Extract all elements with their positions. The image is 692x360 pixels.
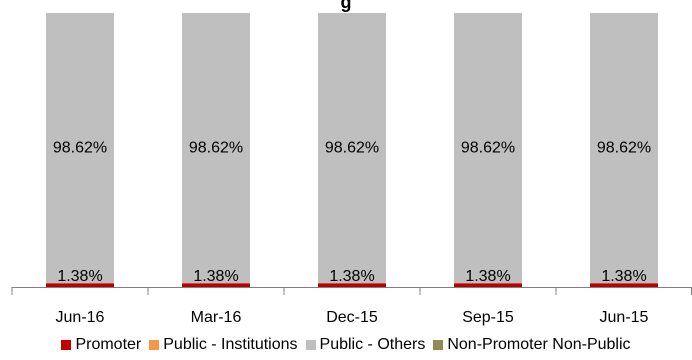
x-tick-label-0: Jun-16 <box>56 309 105 326</box>
data-label-public-others-4: 98.62% <box>597 139 651 156</box>
bar-public-others-0 <box>46 13 114 284</box>
legend-label: Public - Others <box>319 336 426 353</box>
data-label-promoter-0: 1.38% <box>57 268 102 285</box>
bar-public-others-3 <box>454 13 522 284</box>
legend-swatch <box>305 340 316 350</box>
bar-promoter-1 <box>182 283 250 287</box>
bars-layer: 1.38% 98.62% 1.38% 98.62% 1.38% 98.62% 1.38% 98… <box>46 13 658 287</box>
bar-promoter-0 <box>46 283 114 287</box>
bar-public-others-4 <box>590 13 658 284</box>
data-label-public-others-2: 98.62% <box>325 139 379 156</box>
x-tick-label-3: Sep-15 <box>462 309 514 326</box>
legend-swatch <box>433 340 444 350</box>
chart-title: g <box>341 0 352 12</box>
data-label-public-others-1: 98.62% <box>189 139 243 156</box>
bar-promoter-3 <box>454 283 522 287</box>
data-label-promoter-1: 1.38% <box>193 268 238 285</box>
legend-label: Promoter <box>75 336 142 353</box>
legend-label: Public - Institutions <box>163 336 298 353</box>
legend-item-promoter: Promoter <box>61 336 141 354</box>
bar-promoter-4 <box>590 283 658 287</box>
legend-item-public-others: Public - Others <box>305 336 426 354</box>
data-label-promoter-3: 1.38% <box>465 268 510 285</box>
x-tick-label-1: Mar-16 <box>191 309 242 326</box>
legend-item-non-promoter-non-public: Non-Promoter Non-Public <box>433 336 631 354</box>
legend: Promoter Public - Institutions Public - Ot… <box>0 336 692 354</box>
data-label-public-others-3: 98.62% <box>461 139 515 156</box>
legend-item-public-institutions: Public - Institutions <box>149 336 298 354</box>
data-label-promoter-4: 1.38% <box>601 268 646 285</box>
legend-swatch <box>149 340 160 350</box>
data-label-public-others-0: 98.62% <box>53 139 107 156</box>
shareholding-chart: g 1.38%98.62%1.38%98.62%1.38%98.62%1.38%… <box>11 0 692 326</box>
x-tick-label-4: Jun-15 <box>600 309 649 326</box>
legend-swatch <box>61 340 72 350</box>
data-label-promoter-2: 1.38% <box>329 268 374 285</box>
x-tick-label-2: Dec-15 <box>326 309 378 326</box>
bar-public-others-2 <box>318 13 386 284</box>
legend-label: Non-Promoter Non-Public <box>447 336 631 353</box>
bar-promoter-2 <box>318 283 386 287</box>
bar-public-others-1 <box>182 13 250 284</box>
x-axis: Jun-16 Mar-16 Dec-15 Sep-15 Jun-15 <box>11 287 692 326</box>
